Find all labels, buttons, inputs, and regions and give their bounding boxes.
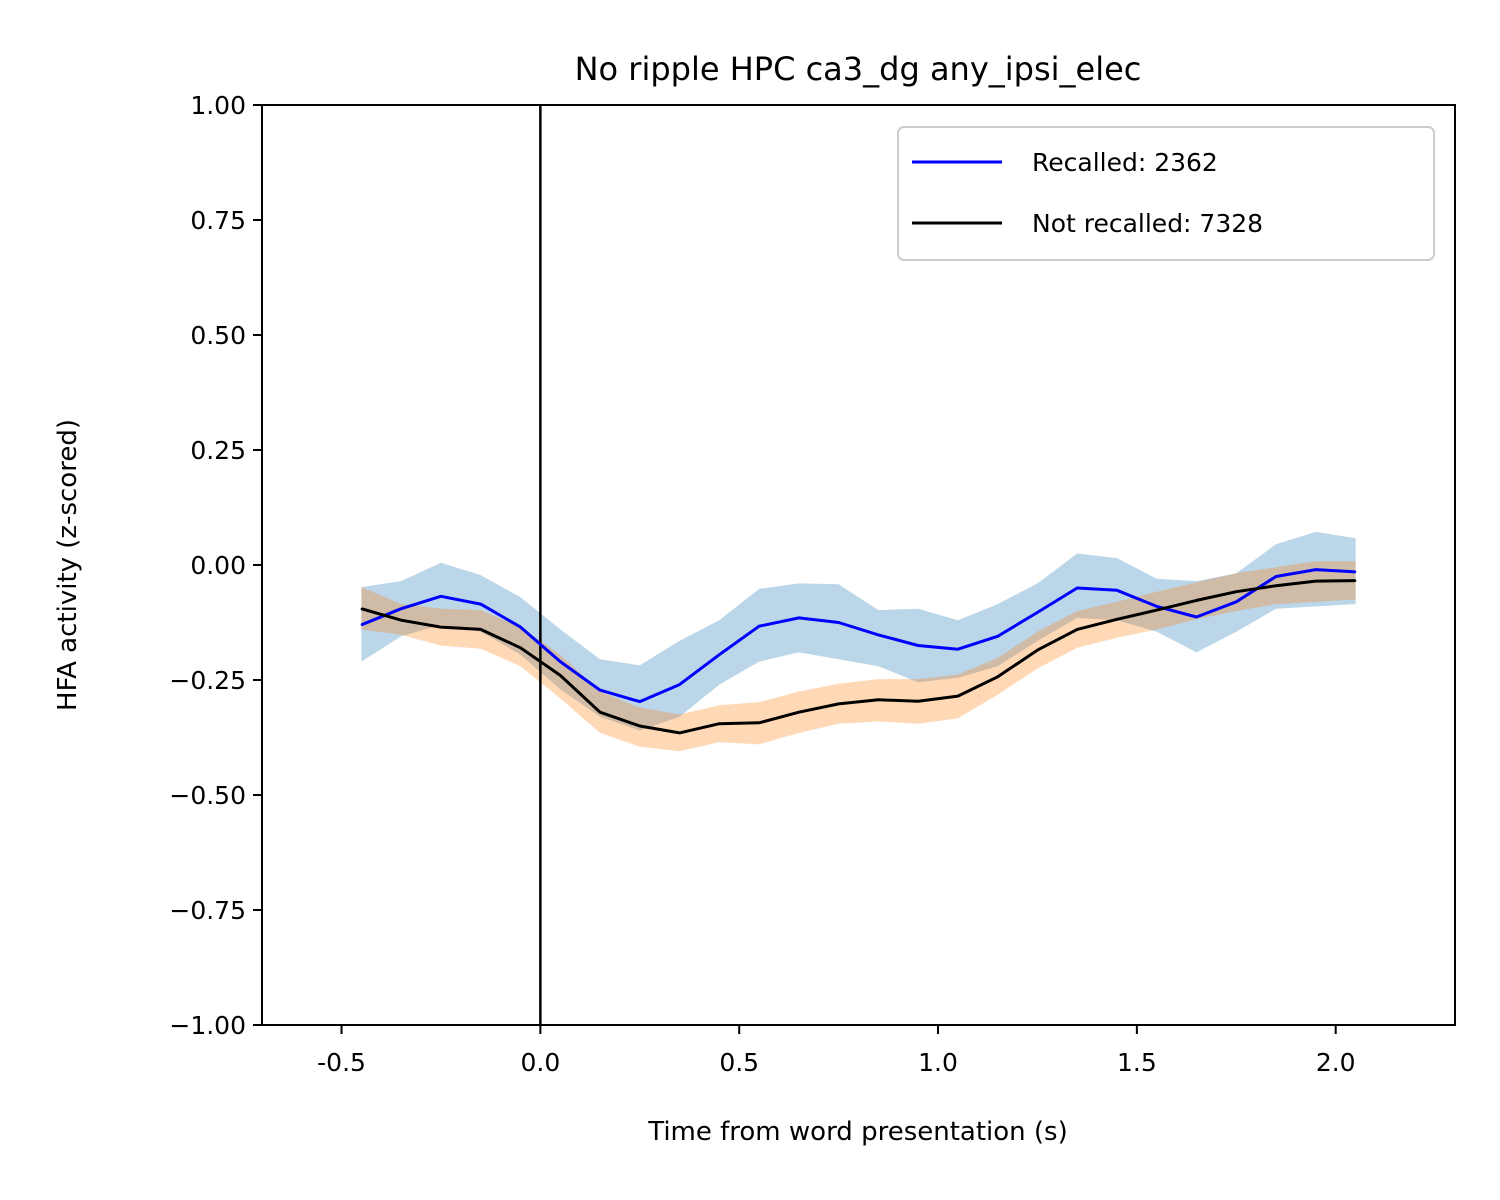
data-point-1-9 <box>718 722 721 725</box>
data-point-0-20 <box>1156 605 1158 608</box>
y-tick-label: 0.25 <box>190 436 246 465</box>
data-point-0-3 <box>479 603 482 605</box>
data-point-1-3 <box>479 628 482 631</box>
data-point-0-8 <box>678 683 681 686</box>
series-line-1 <box>360 579 1356 735</box>
data-point-0-5 <box>559 660 562 663</box>
x-axis-label: Time from word presentation (s) <box>647 1117 1068 1147</box>
data-point-1-21 <box>1195 599 1198 602</box>
y-axis: −1.00 −0.75 −0.50 −0.25 0.00 0.25 0.50 0.75 1.00 <box>169 91 262 1040</box>
data-point-1-12 <box>837 703 840 705</box>
x-tick-label: 2.0 <box>1316 1048 1356 1077</box>
x-tick-label: 1.5 <box>1117 1048 1157 1077</box>
data-point-0-18 <box>1076 587 1078 589</box>
data-point-1-15 <box>957 695 959 697</box>
legend-box <box>897 126 1435 261</box>
data-point-1-8 <box>678 732 681 734</box>
data-point-0-2 <box>440 595 442 598</box>
data-point-1-22 <box>1235 590 1238 593</box>
data-point-0-17 <box>1036 611 1039 614</box>
data-point-1-25 <box>1354 579 1357 582</box>
confidence-band-0 <box>361 531 1356 731</box>
data-point-1-1 <box>400 619 403 621</box>
x-tick-label: -0.5 <box>317 1048 366 1077</box>
data-point-1-13 <box>877 699 880 701</box>
data-point-0-24 <box>1315 568 1317 571</box>
data-point-0-16 <box>996 635 999 638</box>
data-point-0-21 <box>1195 616 1198 618</box>
data-point-0-9 <box>718 653 721 656</box>
data-point-1-5 <box>559 674 562 677</box>
data-point-1-7 <box>639 725 641 727</box>
confidence-bands <box>361 531 1356 752</box>
data-point-0-14 <box>917 644 919 647</box>
y-tick-label: −0.75 <box>169 896 246 925</box>
data-point-0-15 <box>957 648 959 650</box>
data-point-1-2 <box>440 626 442 628</box>
x-tick-label: 1.0 <box>918 1048 958 1077</box>
data-point-0-0 <box>360 624 363 626</box>
x-tick-label: 0.5 <box>719 1048 759 1077</box>
x-tick-label: 0.0 <box>520 1048 560 1077</box>
data-point-0-12 <box>837 621 840 624</box>
data-point-0-1 <box>400 607 403 610</box>
x-axis: -0.5 0.0 0.5 1.0 1.5 2.0 <box>317 1025 1356 1077</box>
data-point-1-19 <box>1116 618 1118 621</box>
series-line-0 <box>360 568 1356 704</box>
plot-area <box>261 104 1456 1026</box>
data-point-1-24 <box>1315 580 1317 582</box>
legend-label-recalled: Recalled: 2362 <box>1032 148 1218 177</box>
data-point-0-22 <box>1235 601 1238 603</box>
legend: Recalled: 2362 Not recalled: 7328 <box>897 126 1435 261</box>
confidence-band-1 <box>361 561 1356 752</box>
y-tick-label: −1.00 <box>169 1011 246 1040</box>
data-point-1-20 <box>1156 609 1158 611</box>
data-point-1-10 <box>758 722 760 724</box>
y-tick-label: 0.00 <box>190 551 246 580</box>
data-point-0-19 <box>1116 589 1118 592</box>
series-lines <box>360 568 1357 735</box>
data-point-1-0 <box>360 607 363 610</box>
data-point-1-18 <box>1076 628 1078 631</box>
data-point-0-13 <box>877 634 880 636</box>
data-point-0-11 <box>798 617 800 619</box>
data-point-0-23 <box>1275 575 1277 578</box>
data-point-1-6 <box>599 711 601 713</box>
y-tick-label: −0.50 <box>169 781 246 810</box>
y-tick-label: −0.25 <box>169 666 246 695</box>
data-point-1-14 <box>917 700 919 702</box>
data-point-0-4 <box>519 626 522 628</box>
data-point-1-17 <box>1036 649 1039 651</box>
y-axis-label: HFA activity (z-scored) <box>53 419 83 711</box>
data-point-1-11 <box>798 711 800 713</box>
data-point-1-16 <box>996 676 999 678</box>
data-point-0-7 <box>639 700 641 703</box>
data-point-0-6 <box>599 689 601 691</box>
data-point-1-23 <box>1275 584 1277 587</box>
y-tick-label: 0.50 <box>190 321 246 350</box>
data-point-0-25 <box>1354 571 1357 573</box>
legend-label-not-recalled: Not recalled: 7328 <box>1032 209 1263 238</box>
y-tick-label: 1.00 <box>190 91 246 120</box>
data-point-1-4 <box>519 647 522 649</box>
y-tick-label: 0.75 <box>190 206 246 235</box>
data-point-0-10 <box>758 625 760 627</box>
chart-title: No ripple HPC ca3_dg any_ipsi_elec <box>575 50 1142 88</box>
